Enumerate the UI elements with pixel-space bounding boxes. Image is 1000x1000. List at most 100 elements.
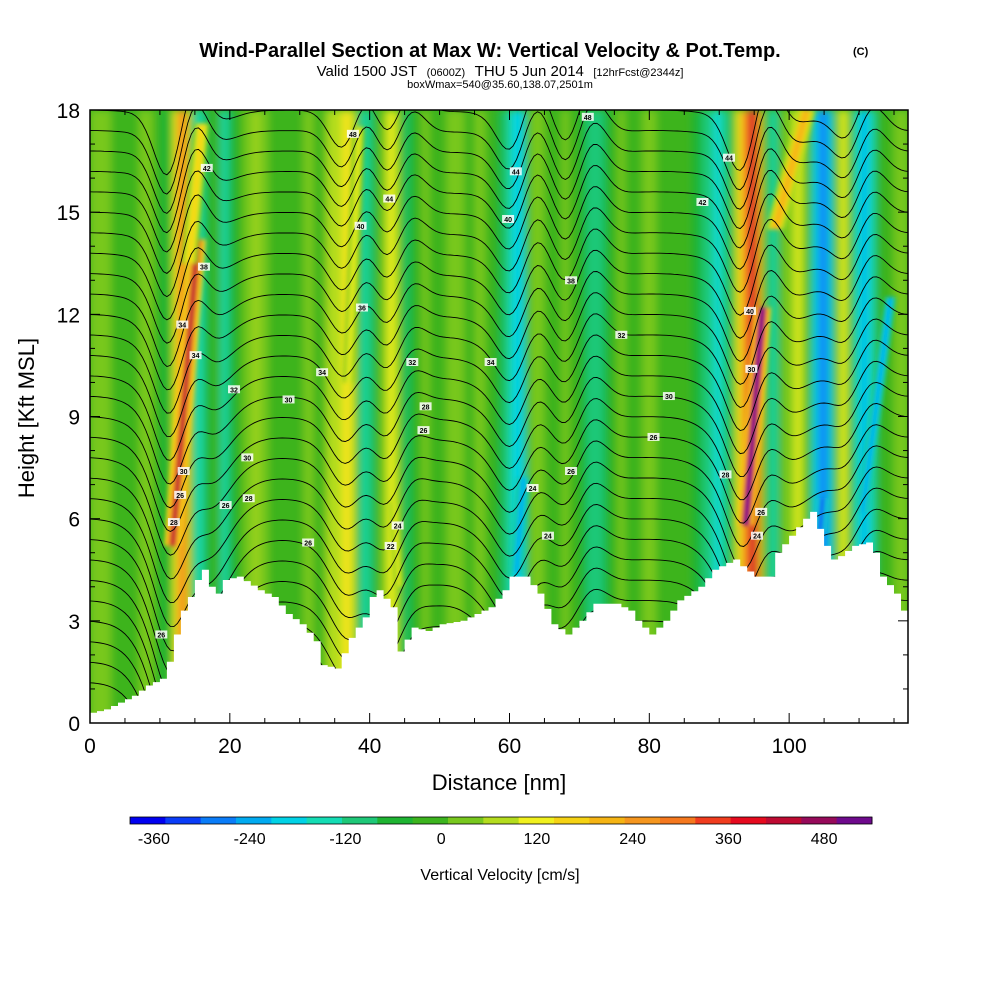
velocity-cell (299, 110, 304, 723)
colorbar-tick-label: 240 (619, 831, 646, 848)
isentrope-line (90, 482, 908, 604)
velocity-cell (107, 110, 112, 723)
x-tick-label: 20 (218, 735, 241, 758)
x-tick-label: 100 (772, 735, 807, 758)
velocity-cell (551, 110, 556, 723)
velocity-cell (782, 110, 787, 723)
velocity-cell (855, 110, 860, 723)
svg-text:26: 26 (420, 428, 428, 435)
velocity-cell (334, 110, 339, 723)
isentrope-label: 34 (484, 358, 497, 367)
velocity-cell (509, 110, 514, 723)
svg-text:26: 26 (650, 435, 658, 442)
velocity-cell (317, 110, 322, 723)
velocity-cell (310, 110, 315, 723)
svg-text:24: 24 (544, 534, 552, 541)
isentrope-labels: 48 48 44 42 44 44 42 40 40 38 38 36 40 34 32 34 32 34 34 30… (155, 112, 768, 639)
velocity-cell (320, 110, 325, 723)
y-tick-label: 6 (68, 509, 80, 532)
velocity-cell (803, 110, 808, 723)
velocity-cell (862, 110, 867, 723)
svg-text:32: 32 (230, 387, 238, 394)
velocity-cell (701, 110, 706, 723)
velocity-cell (156, 110, 161, 723)
svg-text:24: 24 (394, 523, 402, 530)
isentrope-label: 38 (197, 262, 210, 272)
colorbar-swatch (483, 817, 520, 824)
velocity-cell (285, 110, 290, 723)
isentrope-label: 40 (743, 306, 756, 316)
svg-text:24: 24 (753, 534, 761, 541)
velocity-cell (810, 110, 815, 723)
colorbar-label: Vertical Velocity [cm/s] (420, 867, 579, 884)
box-info: boxWmax=540@35.60,138.07,2501m (407, 79, 593, 91)
velocity-cell (278, 110, 283, 723)
svg-text:30: 30 (285, 397, 293, 404)
colorbar-swatch (271, 817, 308, 824)
velocity-cell (145, 110, 151, 723)
isentrope-line (90, 292, 908, 391)
svg-text:44: 44 (725, 156, 733, 163)
svg-text:28: 28 (422, 404, 430, 411)
velocity-cell (544, 110, 549, 723)
velocity-cell (474, 110, 479, 723)
colorbar-swatch (624, 817, 661, 824)
velocity-cell (338, 110, 343, 723)
colorbar-tick-label: 360 (715, 831, 742, 848)
velocity-cell (401, 110, 406, 723)
velocity-cell (100, 110, 105, 723)
velocity-cell (261, 110, 266, 723)
isentrope-line (90, 165, 908, 253)
velocity-cell (415, 110, 420, 723)
isentrope-label: 42 (696, 197, 709, 207)
isentrope-label: 24 (541, 531, 554, 541)
isentrope-label: 26 (219, 501, 232, 510)
x-axis: 0 20 40 60 80 100 (84, 110, 895, 758)
isentrope-label: 44 (723, 153, 736, 163)
velocity-cell (848, 110, 853, 723)
velocity-cell (698, 110, 703, 723)
velocity-core (169, 239, 201, 546)
velocity-cell (355, 110, 360, 723)
svg-text:42: 42 (203, 166, 211, 173)
velocity-cell (841, 110, 846, 723)
isentrope-label: 26 (755, 507, 768, 517)
velocity-cell (352, 110, 357, 723)
velocity-cell (257, 110, 262, 723)
svg-text:48: 48 (349, 132, 357, 139)
isentrope-line (90, 143, 908, 234)
x-tick-label: 40 (358, 735, 381, 758)
velocity-cell (443, 110, 448, 723)
utc-time: (0600Z) (427, 67, 466, 79)
velocity-cell (303, 110, 308, 723)
velocity-cell (478, 110, 483, 723)
title-block: Wind-Parallel Section at Max W: Vertical… (199, 40, 868, 91)
velocity-cell (229, 110, 234, 723)
colorbar-swatch (695, 817, 732, 824)
velocity-cell (205, 110, 210, 723)
velocity-cell (488, 110, 493, 723)
velocity-cell (191, 110, 196, 723)
velocity-cell (554, 110, 560, 723)
isentrope-line (90, 207, 908, 298)
velocity-cell (117, 110, 123, 723)
velocity-cell (890, 110, 895, 723)
velocity-cell (135, 110, 140, 723)
velocity-cell (817, 110, 822, 723)
colorbar-swatch (342, 817, 378, 824)
svg-text:34: 34 (318, 370, 326, 377)
isentrope-label: 34 (189, 351, 202, 360)
velocity-cell (345, 110, 350, 723)
colorbar-swatch (766, 817, 802, 824)
isentrope-label: 30 (177, 466, 190, 476)
isentrope-label: 24 (750, 531, 763, 541)
velocity-cell (813, 110, 818, 723)
x-tick-label: 0 (84, 735, 96, 758)
velocity-cell (380, 110, 385, 723)
velocity-cell (425, 110, 430, 723)
velocity-cell (142, 110, 147, 723)
svg-text:42: 42 (699, 200, 707, 207)
velocity-cell (201, 110, 206, 723)
svg-text:30: 30 (665, 394, 673, 401)
velocity-cell (775, 110, 780, 723)
